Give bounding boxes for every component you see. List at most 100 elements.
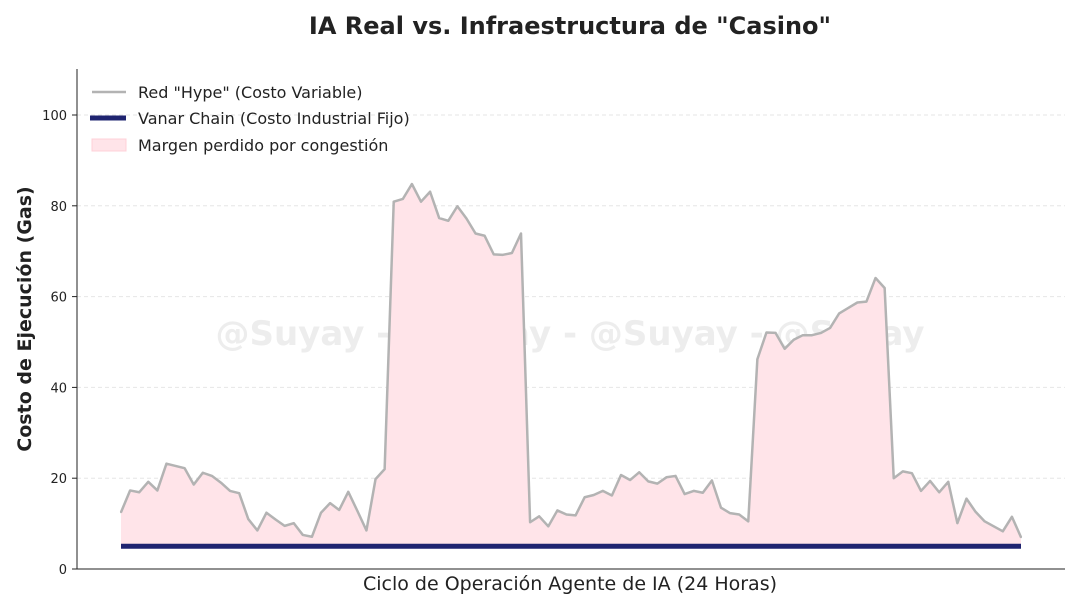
data-point-hype [238,492,241,495]
data-point-hype [138,491,141,494]
data-point-hype [720,506,722,509]
data-point-hype [910,472,913,475]
data-point-hype [347,490,350,493]
data-point-hype [374,478,377,481]
grid-lines [77,114,1065,479]
data-point-hype [983,520,986,523]
data-point-hype [392,200,395,203]
data-point-hype [874,276,877,279]
y-tick-label: 100 [42,109,67,124]
chart-title: IA Real vs. Infraestructura de "Casino" [309,12,831,40]
data-point-hype [283,524,286,527]
y-tick-label: 60 [50,291,67,306]
data-point-hype [174,464,177,467]
data-point-hype [447,219,450,222]
y-tick-label: 80 [50,200,67,215]
y-tick-label: 20 [50,472,67,487]
data-point-hype [274,518,277,521]
data-point-hype [383,468,386,471]
data-point-hype [647,480,650,483]
data-point-hype [165,462,168,465]
data-point-hype [820,331,822,334]
data-point-hype [701,491,704,494]
data-point-hype [710,479,713,482]
data-point-hype [556,509,559,512]
data-point-hype [301,533,304,536]
data-point-hype [638,471,641,474]
data-point-hype [310,535,313,538]
data-point-hype [783,347,786,350]
data-point-hype [292,522,295,525]
data-point-hype [329,502,332,505]
data-point-hype [547,525,550,528]
data-point-hype [665,476,668,479]
data-point-hype [629,479,632,482]
legend-label-hype: Red "Hype" (Costo Variable) [138,83,363,102]
data-point-hype [974,510,977,513]
data-point-hype [829,326,832,329]
legend-label-margin: Margen perdido por congestión [138,136,388,155]
data-point-hype [1010,515,1013,518]
data-point-hype [210,474,213,477]
y-axis-label: Costo de Ejecución (Gas) [14,186,36,451]
data-point-hype [592,493,595,496]
data-point-hype [501,253,504,256]
data-point-hype [565,513,568,516]
data-point-hype [847,306,850,309]
data-point-hype [920,489,922,492]
data-point-hype [510,252,513,255]
data-point-hype [401,197,404,200]
data-point-hype [583,496,586,499]
data-point-hype [729,512,732,515]
data-point-hype [410,183,413,186]
data-point-hype [674,474,677,477]
data-point-hype [774,331,777,334]
data-point-hype [365,529,368,532]
data-point-hype [756,358,759,361]
data-point-hype [192,483,195,486]
data-point-hype [892,477,895,480]
data-point-hype [810,334,813,337]
data-point-hype [201,471,204,474]
data-point-hype [610,494,613,497]
data-point-hype [338,508,341,511]
y-tick-label: 40 [50,381,67,396]
data-point-hype [356,509,359,512]
data-point-hype [120,511,122,514]
data-point-hype [438,217,441,220]
data-point-hype [265,511,268,514]
legend-swatch-margin [91,138,127,152]
data-point-hype [320,511,322,514]
data-point-hype [256,529,259,532]
data-point-hype [956,522,959,525]
data-point-hype [792,338,795,341]
lost-margin-area [121,184,1021,547]
legend: Red "Hype" (Costo Variable) Vanar Chain … [90,83,410,155]
data-point-hype [929,479,932,482]
legend-label-vanar: Vanar Chain (Costo Industrial Fijo) [138,109,410,128]
data-point-hype [865,300,868,303]
data-point-hype [429,190,432,193]
data-point-hype [692,489,695,492]
x-axis-label: Ciclo de Operación Agente de IA (24 Hora… [363,573,777,595]
y-tick-label: 0 [59,563,67,578]
data-point-hype [220,481,222,484]
data-point-hype [656,482,659,485]
data-point-hype [520,232,522,235]
data-point-hype [456,205,459,208]
data-point-hype [883,286,886,289]
data-point-hype [747,520,750,523]
data-point-hype [129,489,132,492]
data-point-hype [620,474,622,477]
data-point-hype [247,518,250,521]
data-point-hype [147,480,150,483]
data-point-hype [856,301,859,304]
data-point-hype [483,234,486,237]
y-ticks: 0 20 40 60 80 100 [42,109,77,578]
data-point-hype [183,467,186,470]
data-point-hype [801,334,804,337]
data-point-hype [738,513,741,516]
data-point-hype [529,521,532,524]
data-point-hype [838,312,841,315]
